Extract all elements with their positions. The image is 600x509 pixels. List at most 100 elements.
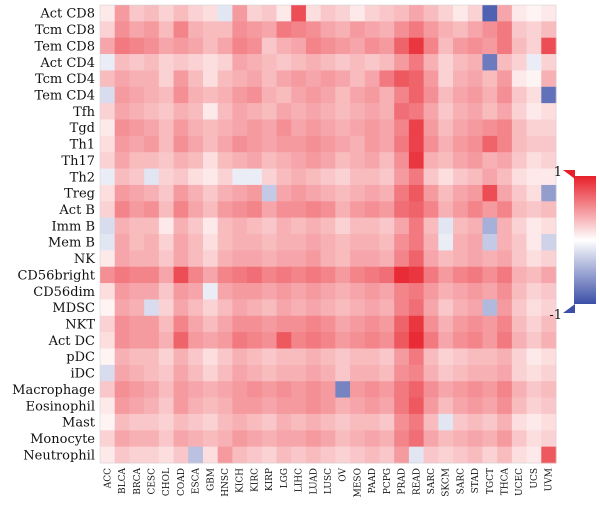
heatmap-cell (364, 315, 380, 333)
heatmap-cell (526, 364, 542, 382)
heatmap-cell (100, 103, 116, 120)
heatmap-cell (158, 364, 174, 382)
heatmap-cell (453, 168, 469, 186)
heatmap-cell (364, 299, 380, 317)
column-label: PCPG (383, 468, 393, 494)
column-label: LUAD (309, 468, 319, 495)
heatmap-cell (526, 135, 542, 153)
heatmap-cell (305, 430, 322, 448)
heatmap-cell (173, 397, 189, 415)
heatmap-cell (482, 86, 498, 104)
heatmap-cell (408, 152, 425, 169)
heatmap-cell (453, 103, 469, 120)
heatmap-cell (100, 283, 116, 300)
heatmap-cell (408, 168, 425, 186)
heatmap-cell (541, 217, 557, 235)
heatmap-cell (482, 430, 498, 448)
heatmap-cell (158, 348, 174, 366)
heatmap-cell (526, 184, 542, 202)
heatmap-cell (188, 119, 204, 137)
heatmap-cell (173, 37, 189, 55)
heatmap-cell (541, 152, 557, 169)
heatmap-cell (320, 315, 336, 333)
heatmap-cell (511, 299, 527, 317)
heatmap-cell (129, 21, 145, 39)
heatmap-cell (364, 201, 380, 219)
heatmap-cell (129, 283, 145, 300)
heatmap-cell (100, 446, 116, 464)
heatmap-cell (144, 86, 160, 104)
heatmap-cell (188, 184, 204, 202)
heatmap-cell (511, 332, 527, 349)
heatmap-cell (320, 332, 336, 349)
heatmap-cell (394, 266, 410, 284)
heatmap-cell (438, 217, 454, 235)
column-label: TGCT (486, 468, 496, 494)
heatmap-cell (188, 168, 204, 186)
row-label: Th2 (70, 170, 95, 185)
heatmap-cell (453, 5, 469, 22)
heatmap-cell (129, 103, 145, 120)
heatmap-cell (497, 446, 513, 464)
heatmap-cell (541, 332, 557, 349)
heatmap-cell (144, 250, 160, 268)
heatmap-cell (276, 413, 292, 431)
heatmap-cell (497, 397, 513, 415)
heatmap-cell (144, 201, 160, 219)
heatmap-cell (158, 446, 174, 464)
heatmap-cell (408, 201, 425, 219)
heatmap-cell (335, 54, 351, 71)
heatmap-cell (511, 5, 527, 22)
heatmap-cell (526, 413, 542, 431)
heatmap-cell (188, 201, 204, 219)
heatmap-cell (232, 266, 248, 284)
heatmap-cell (188, 430, 204, 448)
heatmap-cell (261, 250, 277, 268)
heatmap-cell (350, 283, 366, 300)
heatmap-cell (438, 86, 454, 104)
column-label: ESCA (192, 468, 202, 495)
heatmap-cell (467, 283, 483, 300)
heatmap-cell (232, 119, 248, 137)
heatmap-cell (188, 86, 204, 104)
heatmap-cell (305, 5, 322, 22)
heatmap-cell (511, 283, 527, 300)
heatmap-cell (232, 103, 248, 120)
heatmap-cell (100, 54, 116, 71)
heatmap-cell (173, 234, 189, 251)
heatmap-cell (144, 397, 160, 415)
heatmap-cell (202, 250, 219, 268)
heatmap-cell (114, 266, 130, 284)
heatmap-cell (364, 5, 380, 22)
heatmap-cell (247, 119, 263, 137)
heatmap-cell (350, 21, 366, 39)
heatmap-cell (261, 184, 277, 202)
heatmap-cell (173, 413, 189, 431)
heatmap-cell (100, 315, 116, 333)
heatmap-cell (261, 381, 277, 398)
heatmap-cell (261, 103, 277, 120)
heatmap-cell (364, 103, 380, 120)
heatmap-cell (482, 332, 498, 349)
heatmap-cell (497, 217, 513, 235)
heatmap-cell (482, 54, 498, 71)
heatmap-cell (114, 217, 130, 235)
heatmap-cell (276, 234, 292, 251)
heatmap-cell (173, 103, 189, 120)
heatmap-cell (335, 446, 351, 464)
heatmap-cell (261, 119, 277, 137)
heatmap-cell (158, 135, 174, 153)
heatmap-cell (335, 103, 351, 120)
heatmap-cell (144, 430, 160, 448)
column-label: SKCM (442, 468, 452, 497)
heatmap-cell (541, 413, 557, 431)
heatmap-cell (526, 266, 542, 284)
heatmap-cell (144, 21, 160, 39)
heatmap-cell (467, 446, 483, 464)
heatmap-cell (379, 70, 395, 88)
heatmap-cell (320, 299, 336, 317)
heatmap-cell (261, 315, 277, 333)
heatmap-cell (305, 364, 322, 382)
heatmap-cell (408, 430, 425, 448)
heatmap-cell (394, 201, 410, 219)
